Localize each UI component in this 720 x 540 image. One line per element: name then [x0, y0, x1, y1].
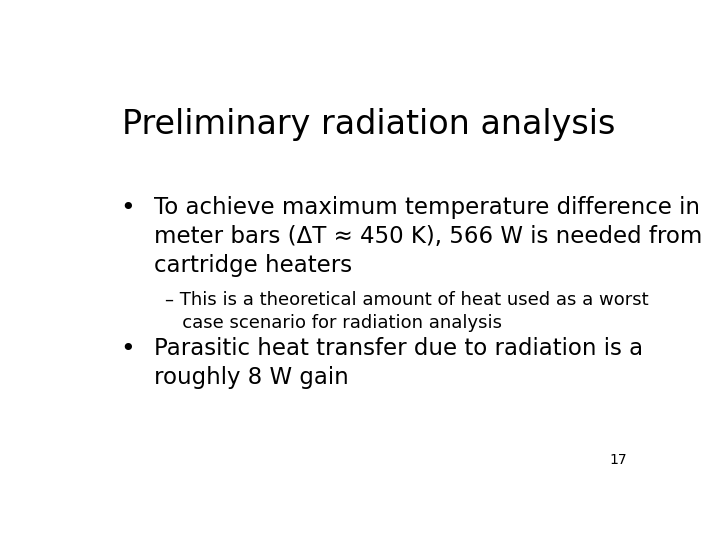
Text: Preliminary radiation analysis: Preliminary radiation analysis: [122, 109, 616, 141]
Text: •: •: [120, 196, 135, 220]
Text: – This is a theoretical amount of heat used as a worst
   case scenario for radi: – This is a theoretical amount of heat u…: [166, 292, 649, 332]
Text: •: •: [120, 337, 135, 361]
Text: Parasitic heat transfer due to radiation is a
roughly 8 W gain: Parasitic heat transfer due to radiation…: [154, 337, 643, 389]
Text: 17: 17: [609, 453, 627, 467]
Text: To achieve maximum temperature difference in
meter bars (ΔT ≈ 450 K), 566 W is n: To achieve maximum temperature differenc…: [154, 196, 703, 278]
